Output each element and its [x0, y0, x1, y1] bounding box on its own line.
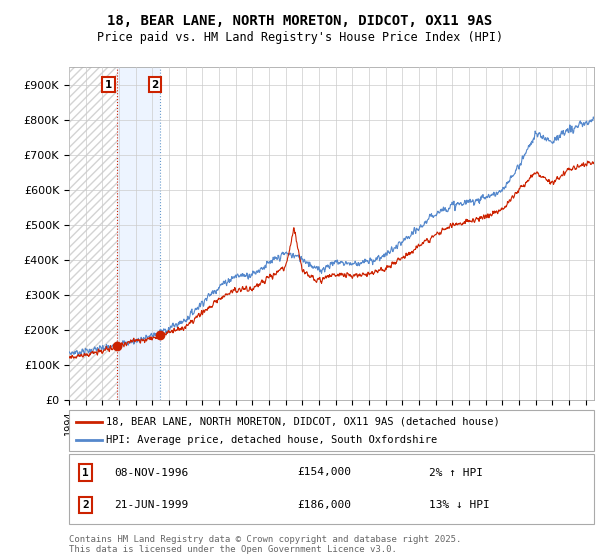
Text: 1: 1: [82, 468, 89, 478]
Text: 2: 2: [152, 80, 159, 90]
Text: 21-JUN-1999: 21-JUN-1999: [114, 500, 188, 510]
Text: 2% ↑ HPI: 2% ↑ HPI: [429, 468, 483, 478]
Text: £154,000: £154,000: [297, 468, 351, 478]
Bar: [69, 67, 118, 400]
Text: 18, BEAR LANE, NORTH MORETON, DIDCOT, OX11 9AS: 18, BEAR LANE, NORTH MORETON, DIDCOT, OX…: [107, 14, 493, 28]
Text: Price paid vs. HM Land Registry's House Price Index (HPI): Price paid vs. HM Land Registry's House …: [97, 31, 503, 44]
Text: HPI: Average price, detached house, South Oxfordshire: HPI: Average price, detached house, Sout…: [106, 435, 437, 445]
Text: 13% ↓ HPI: 13% ↓ HPI: [429, 500, 490, 510]
Text: Contains HM Land Registry data © Crown copyright and database right 2025.
This d: Contains HM Land Registry data © Crown c…: [69, 535, 461, 554]
Text: 18, BEAR LANE, NORTH MORETON, DIDCOT, OX11 9AS (detached house): 18, BEAR LANE, NORTH MORETON, DIDCOT, OX…: [106, 417, 500, 427]
Text: 2: 2: [82, 500, 89, 510]
Bar: [116, 67, 160, 400]
Text: 08-NOV-1996: 08-NOV-1996: [114, 468, 188, 478]
Text: 1: 1: [105, 80, 112, 90]
Text: £186,000: £186,000: [297, 500, 351, 510]
